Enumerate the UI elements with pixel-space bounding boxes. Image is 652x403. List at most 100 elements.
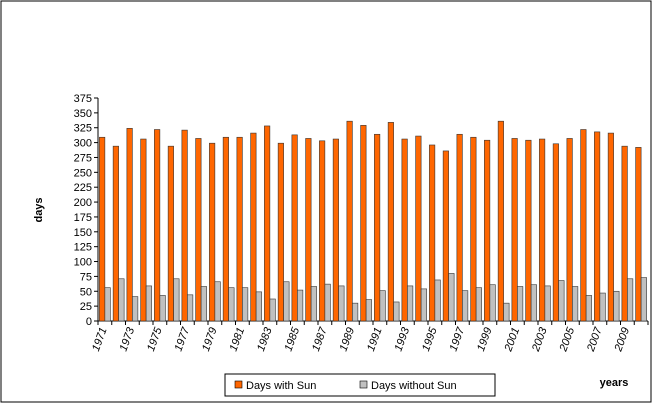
y-tick-label: 200 [74, 197, 92, 209]
bar [470, 136, 477, 322]
bar [374, 133, 381, 322]
bar [585, 295, 592, 322]
y-tick-label: 300 [74, 138, 92, 150]
bar [572, 286, 579, 322]
bar [250, 132, 257, 322]
legend-swatch [359, 380, 368, 389]
bar [434, 279, 441, 322]
bar [552, 143, 559, 322]
bar [387, 122, 394, 322]
y-tick-label: 125 [74, 242, 92, 254]
y-tick-label: 150 [74, 227, 92, 239]
y-tick-label: 350 [74, 108, 92, 120]
bar [393, 301, 400, 322]
legend-swatch [234, 380, 243, 389]
bar [580, 129, 587, 322]
bar [544, 285, 551, 322]
bar [324, 283, 331, 322]
bar [277, 142, 284, 322]
bar [99, 136, 106, 322]
bar [599, 292, 606, 322]
bar [132, 296, 139, 322]
bar [489, 284, 496, 322]
bar [415, 135, 422, 322]
y-tick-label: 325 [74, 123, 92, 135]
bar [448, 273, 455, 322]
bar [365, 299, 372, 322]
bar [511, 138, 518, 322]
bar [154, 129, 161, 322]
bar [332, 138, 339, 322]
bar [195, 138, 202, 322]
bar [352, 302, 359, 322]
bar [607, 132, 614, 322]
bar [200, 286, 207, 322]
y-tick-label: 225 [74, 182, 92, 194]
bar [126, 128, 133, 322]
bar [140, 138, 147, 322]
legend-label: Days with Sun [246, 380, 316, 392]
bar [214, 281, 221, 322]
bar [118, 278, 125, 322]
bar [255, 291, 262, 322]
bar [635, 147, 642, 322]
y-tick-label: 375 [74, 93, 92, 105]
y-tick-label: 75 [80, 271, 92, 283]
bar [539, 138, 546, 322]
bar [319, 140, 326, 322]
y-axis-title: days [33, 197, 45, 222]
bar [283, 281, 290, 322]
y-tick-label: 100 [74, 257, 92, 269]
bar [310, 286, 317, 322]
bar [104, 287, 111, 322]
bar [456, 133, 463, 322]
bar [236, 136, 243, 322]
bar [346, 120, 353, 322]
bar [264, 125, 271, 322]
bar [621, 145, 628, 322]
bar [566, 138, 573, 322]
legend-label: Days without Sun [371, 380, 457, 392]
bar [442, 150, 449, 322]
bar [613, 290, 620, 322]
bar [594, 131, 601, 322]
bar [167, 145, 174, 322]
bar [517, 286, 524, 322]
bar [305, 138, 312, 322]
bar [640, 277, 647, 322]
bar [222, 136, 229, 322]
bar [173, 278, 180, 322]
bar [181, 129, 188, 322]
x-axis-title: years [600, 377, 629, 389]
bar [401, 138, 408, 322]
bar [525, 139, 532, 322]
y-tick-label: 250 [74, 167, 92, 179]
bar [497, 120, 504, 322]
bar [475, 287, 482, 322]
bar [159, 295, 166, 322]
y-tick-label: 175 [74, 212, 92, 224]
y-tick-label: 0 [86, 316, 92, 328]
bar [291, 134, 298, 322]
bar [360, 125, 367, 322]
bar [338, 285, 345, 322]
bar [407, 285, 414, 322]
bar [269, 298, 276, 322]
bar [530, 284, 537, 322]
y-tick-label: 25 [80, 301, 92, 313]
bar [484, 139, 491, 322]
bar [209, 142, 216, 322]
bar [187, 294, 194, 322]
bar [558, 280, 565, 322]
bar [420, 288, 427, 322]
bar [112, 145, 119, 322]
bar [429, 144, 436, 322]
bar [627, 278, 634, 322]
bar [503, 302, 510, 322]
bar [379, 290, 386, 322]
bar [145, 285, 152, 322]
bar [462, 290, 469, 322]
y-tick-label: 50 [80, 286, 92, 298]
